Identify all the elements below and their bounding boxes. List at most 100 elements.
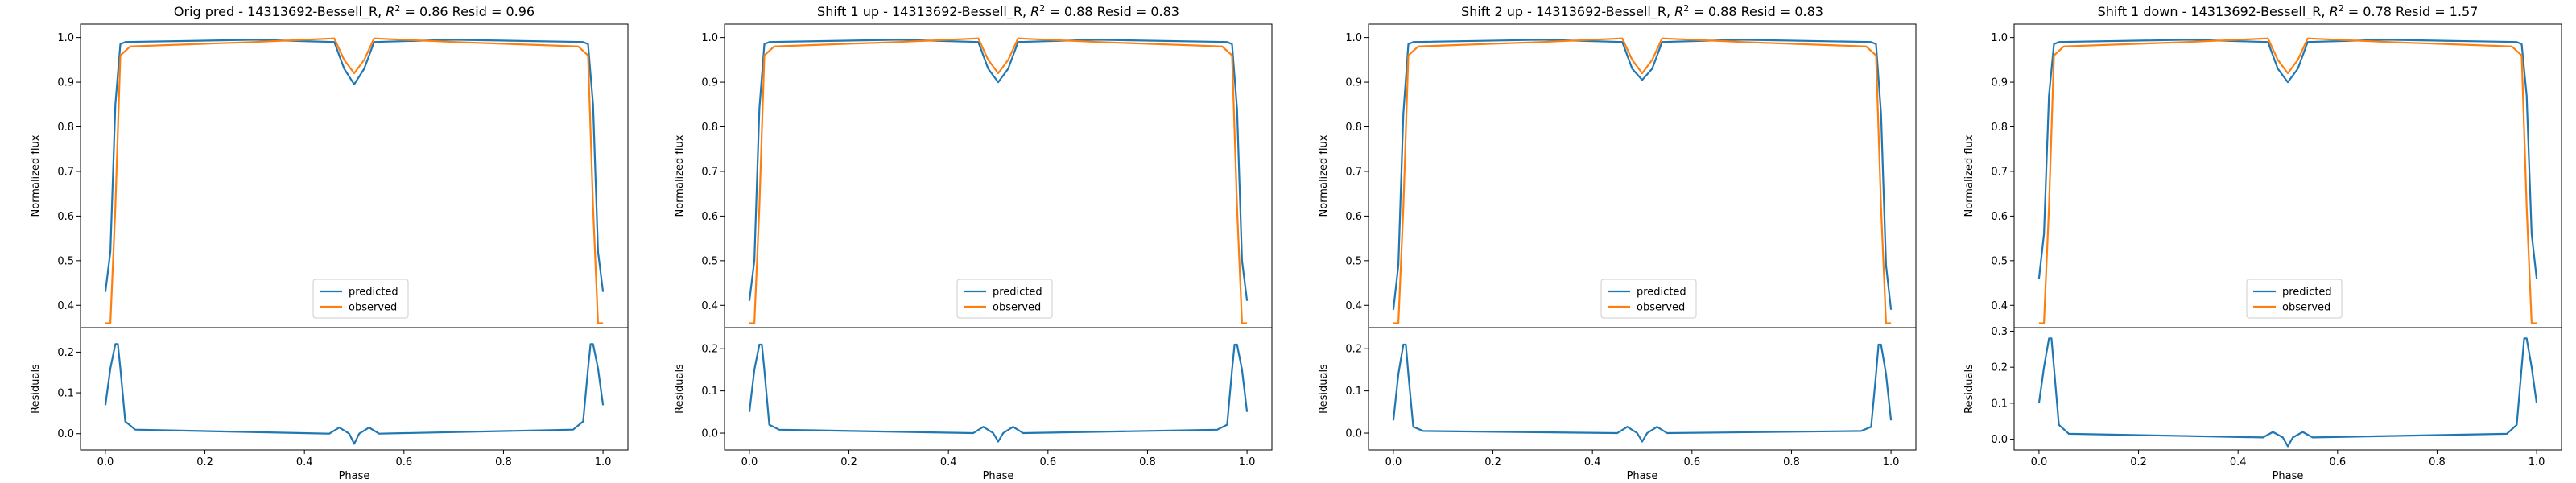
x-tick-label: 0.2 bbox=[196, 456, 213, 469]
title-prefix: Shift 1 up - 14313692-Bessell_R, bbox=[817, 4, 1030, 20]
subplot-3: Shift 2 up - 14313692-Bessell_R, R2 = 0.… bbox=[1318, 3, 1917, 482]
y-tick-label: 0.5 bbox=[1991, 255, 2008, 267]
title-prefix: Orig pred - 14313692-Bessell_R, bbox=[174, 4, 386, 20]
title-r2-symbol: R bbox=[1030, 4, 1039, 19]
y-axis-label: Residuals bbox=[1318, 364, 1330, 414]
y-tick-label: 0.5 bbox=[57, 255, 74, 267]
legend-box bbox=[1600, 279, 1697, 319]
x-tick-label: 0.2 bbox=[840, 456, 857, 469]
y-axis-label: Residuals bbox=[674, 364, 686, 414]
subplot-1: Orig pred - 14313692-Bessell_R, R2 = 0.8… bbox=[30, 3, 629, 482]
x-axis-label: Phase bbox=[2273, 470, 2304, 482]
title-r2-value: = 0.88 bbox=[1689, 4, 1736, 19]
subplot-title: Orig pred - 14313692-Bessell_R, R2 = 0.8… bbox=[174, 3, 535, 20]
x-tick-label: 0.8 bbox=[1783, 456, 1800, 469]
y-tick-label: 0.6 bbox=[1991, 211, 2008, 223]
legend-label-predicted: predicted bbox=[2282, 287, 2332, 299]
y-tick-label: 0.4 bbox=[701, 300, 718, 312]
legend-box bbox=[2246, 279, 2343, 319]
x-tick-label: 0.0 bbox=[741, 456, 758, 469]
legend: predicted observed bbox=[312, 279, 409, 319]
title-r2-symbol: R bbox=[386, 4, 394, 19]
top-panel: 0.4 0.5 0.6 0.7 0.8 0.9 1.0 Normalized flux pred… bbox=[1963, 23, 2562, 328]
y-tick-label: 0.6 bbox=[1345, 211, 1362, 223]
x-tick-label: 0.0 bbox=[1385, 456, 1402, 469]
x-tick-label: 0.4 bbox=[1584, 456, 1601, 469]
title-resid: Resid = 0.83 bbox=[1092, 4, 1179, 19]
y-tick-label: 1.0 bbox=[701, 32, 718, 44]
x-tick-label: 0.2 bbox=[1484, 456, 1501, 469]
bottom-axes-frame bbox=[724, 327, 1273, 451]
bottom-panel: 0.0 0.1 0.2 Residuals 0.0 0.2 0.4 0.6 0.8 1.0 Phas… bbox=[674, 327, 1273, 482]
y-tick-label: 0.4 bbox=[57, 300, 74, 312]
y-axis-label: Residuals bbox=[30, 364, 42, 414]
x-tick-label: 0.6 bbox=[2329, 456, 2346, 469]
legend-label-observed: observed bbox=[349, 302, 397, 314]
legend-label-observed: observed bbox=[2282, 302, 2330, 314]
legend: predicted observed bbox=[1600, 279, 1697, 319]
series-line-predicted bbox=[2037, 39, 2538, 279]
y-tick-label: 0.3 bbox=[1991, 326, 2008, 338]
x-tick-label: 0.0 bbox=[97, 456, 114, 469]
y-tick-label: 0.2 bbox=[1345, 344, 1362, 356]
y-tick-label: 0.7 bbox=[1345, 166, 1362, 178]
bottom-axes-frame bbox=[2013, 327, 2562, 451]
y-tick-label: 0.9 bbox=[1345, 77, 1362, 89]
y-axis-label: Normalized flux bbox=[674, 134, 686, 217]
y-axis-label: Normalized flux bbox=[30, 134, 42, 217]
legend-box bbox=[312, 279, 409, 319]
series-line-observed bbox=[749, 37, 1248, 324]
bottom-panel: 0.0 0.1 0.2 0.3 Residuals 0.0 0.2 0.4 0.6 0.8 1.0 P… bbox=[1963, 326, 2562, 482]
series-line-observed bbox=[2038, 37, 2537, 324]
y-tick-label: 0.2 bbox=[1991, 362, 2008, 374]
y-tick-label: 0.4 bbox=[1345, 300, 1362, 312]
top-panel: 0.4 0.5 0.6 0.7 0.8 0.9 1.0 Normalized flux pred… bbox=[30, 23, 629, 328]
title-r2-exponent: 2 bbox=[1039, 3, 1045, 14]
y-tick-label: 0.9 bbox=[57, 77, 74, 89]
subplot-title: Shift 2 up - 14313692-Bessell_R, R2 = 0.… bbox=[1461, 3, 1823, 20]
title-r2-value: = 0.88 bbox=[1045, 4, 1092, 19]
subplot-2: Shift 1 up - 14313692-Bessell_R, R2 = 0.… bbox=[674, 3, 1273, 482]
series-line-predicted bbox=[748, 39, 1249, 301]
legend-label-predicted: predicted bbox=[993, 287, 1042, 299]
series-line-residuals bbox=[104, 343, 605, 445]
x-tick-label: 1.0 bbox=[2529, 456, 2545, 469]
y-tick-label: 0.1 bbox=[701, 386, 718, 398]
y-tick-label: 0.8 bbox=[1345, 122, 1362, 134]
x-tick-label: 0.8 bbox=[495, 456, 512, 469]
title-resid: Resid = 0.83 bbox=[1736, 4, 1823, 19]
x-tick-label: 0.6 bbox=[395, 456, 412, 469]
y-tick-label: 0.4 bbox=[1991, 300, 2008, 312]
subplot-4: Shift 1 down - 14313692-Bessell_R, R2 = … bbox=[1963, 3, 2562, 482]
x-tick-label: 0.8 bbox=[2429, 456, 2446, 469]
series-line-residuals bbox=[2037, 337, 2538, 448]
x-tick-label: 0.4 bbox=[940, 456, 957, 469]
legend-label-observed: observed bbox=[1637, 302, 1685, 314]
y-tick-label: 0.6 bbox=[701, 211, 718, 223]
y-tick-label: 1.0 bbox=[1991, 32, 2008, 44]
x-axis-label: Phase bbox=[1627, 470, 1658, 482]
title-r2-exponent: 2 bbox=[1683, 3, 1689, 14]
y-tick-label: 0.2 bbox=[701, 344, 718, 356]
y-tick-label: 0.1 bbox=[57, 388, 74, 400]
legend: predicted observed bbox=[2246, 279, 2343, 319]
subplot-title: Shift 1 down - 14313692-Bessell_R, R2 = … bbox=[2098, 3, 2479, 20]
y-tick-label: 0.5 bbox=[1345, 255, 1362, 267]
title-r2-exponent: 2 bbox=[394, 3, 400, 14]
x-tick-label: 1.0 bbox=[595, 456, 612, 469]
x-tick-label: 1.0 bbox=[1239, 456, 1256, 469]
series-line-residuals bbox=[748, 343, 1249, 443]
subplot-title: Shift 1 up - 14313692-Bessell_R, R2 = 0.… bbox=[817, 3, 1179, 20]
y-tick-label: 0.6 bbox=[57, 211, 74, 223]
series-line-observed bbox=[1393, 37, 1892, 324]
x-tick-label: 0.6 bbox=[1039, 456, 1056, 469]
y-tick-label: 0.2 bbox=[57, 347, 74, 359]
bottom-panel: 0.0 0.1 0.2 Residuals 0.0 0.2 0.4 0.6 0.8 1.0 Phas… bbox=[30, 327, 629, 482]
y-tick-label: 0.9 bbox=[1991, 77, 2008, 89]
y-tick-label: 1.0 bbox=[1345, 32, 1362, 44]
title-resid: Resid = 0.96 bbox=[448, 4, 535, 19]
y-tick-label: 1.0 bbox=[57, 32, 74, 44]
top-panel: 0.4 0.5 0.6 0.7 0.8 0.9 1.0 Normalized flux pred… bbox=[674, 23, 1273, 328]
y-tick-label: 0.0 bbox=[57, 428, 74, 440]
